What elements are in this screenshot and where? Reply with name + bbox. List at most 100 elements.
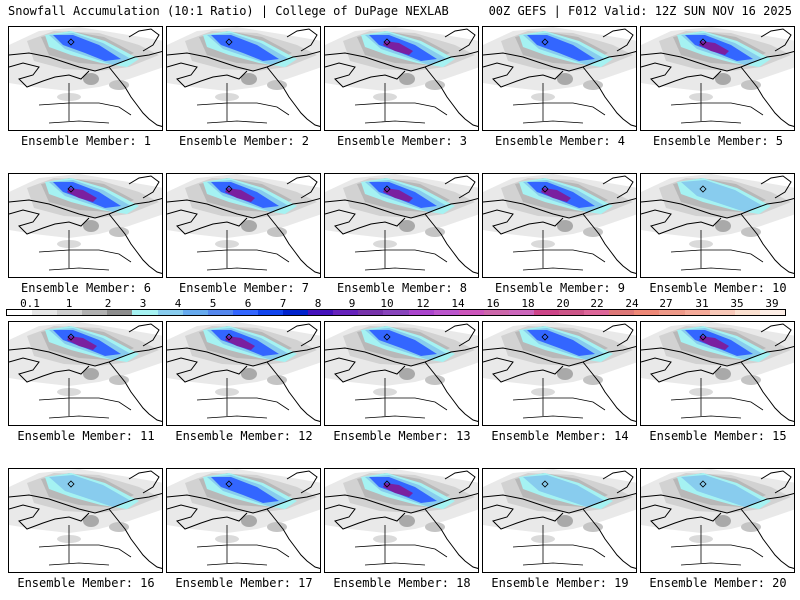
legend-swatch bbox=[458, 310, 484, 315]
legend-tick-label: 20 bbox=[556, 297, 570, 310]
legend-tick-label: 1 bbox=[65, 297, 73, 310]
legend-swatch bbox=[433, 310, 459, 315]
legend-swatch bbox=[32, 310, 58, 315]
ensemble-panel-4 bbox=[482, 26, 637, 131]
legend-swatch bbox=[709, 310, 735, 315]
legend-tick-label: 27 bbox=[659, 297, 673, 310]
legend-tick-label: 9 bbox=[348, 297, 356, 310]
legend-swatch bbox=[7, 310, 33, 315]
legend-swatch bbox=[358, 310, 384, 315]
snowfall-map bbox=[9, 174, 162, 274]
ensemble-member-label: Ensemble Member: 3 bbox=[336, 134, 468, 148]
ensemble-member-label: Ensemble Member: 5 bbox=[652, 134, 784, 148]
legend-swatch bbox=[257, 310, 284, 315]
ensemble-panel-10 bbox=[640, 173, 795, 278]
snowfall-map bbox=[641, 322, 794, 422]
legend-tick-label: 6 bbox=[244, 297, 252, 310]
ensemble-member-label: Ensemble Member: 1 bbox=[20, 134, 152, 148]
ensemble-panel-19 bbox=[482, 468, 637, 573]
legend-swatch bbox=[207, 310, 233, 315]
legend-swatch bbox=[584, 310, 610, 315]
legend-swatch bbox=[57, 310, 83, 315]
ensemble-member-label: Ensemble Member: 17 bbox=[175, 576, 313, 590]
snowfall-map bbox=[9, 469, 162, 569]
legend-tick-label: 4 bbox=[174, 297, 182, 310]
ensemble-panel-8 bbox=[324, 173, 479, 278]
snowfall-map bbox=[167, 322, 320, 422]
legend-tick-label: 24 bbox=[625, 297, 639, 310]
ensemble-panel-17 bbox=[166, 468, 321, 573]
legend-tick-label: 2 bbox=[104, 297, 112, 310]
legend-tick-label: 10 bbox=[380, 297, 394, 310]
legend-tick-label: 18 bbox=[521, 297, 535, 310]
ensemble-member-label: Ensemble Member: 11 bbox=[17, 429, 155, 443]
ensemble-panel-9 bbox=[482, 173, 637, 278]
ensemble-member-label: Ensemble Member: 13 bbox=[333, 429, 471, 443]
legend-swatch bbox=[408, 310, 434, 315]
ensemble-member-label: Ensemble Member: 20 bbox=[649, 576, 787, 590]
snowfall-map bbox=[167, 27, 320, 127]
legend-swatch bbox=[232, 310, 258, 315]
ensemble-member-label: Ensemble Member: 10 bbox=[649, 281, 787, 295]
ensemble-member-label: Ensemble Member: 2 bbox=[178, 134, 310, 148]
snowfall-map bbox=[641, 174, 794, 274]
snowfall-map bbox=[325, 27, 478, 127]
legend-swatch bbox=[609, 310, 635, 315]
legend-tick-label: 16 bbox=[486, 297, 500, 310]
ensemble-panel-3 bbox=[324, 26, 479, 131]
snowfall-map bbox=[325, 322, 478, 422]
snowfall-map bbox=[9, 322, 162, 422]
color-scale-legend: 0.1 1 2 3 4 5 6 7 8 9 10 12 14 16 18 20 22 24 27 31 35 39 bbox=[6, 298, 786, 318]
legend-swatch bbox=[559, 310, 585, 315]
legend-tick-label: 22 bbox=[590, 297, 604, 310]
legend-swatch bbox=[483, 310, 509, 315]
legend-tick-label: 8 bbox=[314, 297, 322, 310]
legend-tick-label: 31 bbox=[695, 297, 709, 310]
legend-swatch bbox=[132, 310, 158, 315]
legend-tick-label: 3 bbox=[139, 297, 147, 310]
ensemble-member-label: Ensemble Member: 18 bbox=[333, 576, 471, 590]
legend-swatch bbox=[333, 310, 359, 315]
snowfall-map bbox=[167, 174, 320, 274]
snowfall-map bbox=[483, 469, 636, 569]
legend-swatch bbox=[533, 310, 560, 315]
snowfall-map bbox=[325, 174, 478, 274]
legend-tick-label: 0.1 bbox=[20, 297, 40, 310]
snowfall-map bbox=[641, 27, 794, 127]
legend-tick-label: 14 bbox=[451, 297, 465, 310]
legend-swatch bbox=[283, 310, 309, 315]
legend-swatch bbox=[659, 310, 685, 315]
legend-swatch bbox=[157, 310, 183, 315]
ensemble-member-label: Ensemble Member: 12 bbox=[175, 429, 313, 443]
snowfall-map bbox=[641, 469, 794, 569]
ensemble-panel-7 bbox=[166, 173, 321, 278]
ensemble-panel-5 bbox=[640, 26, 795, 131]
legend-tick-label: 12 bbox=[416, 297, 430, 310]
legend-swatch bbox=[684, 310, 710, 315]
legend-tick-label: 7 bbox=[279, 297, 287, 310]
ensemble-panel-12 bbox=[166, 321, 321, 426]
ensemble-member-label: Ensemble Member: 9 bbox=[494, 281, 626, 295]
chart-title: Snowfall Accumulation (10:1 Ratio) | Col… bbox=[8, 4, 449, 18]
ensemble-panel-14 bbox=[482, 321, 637, 426]
legend-swatch bbox=[383, 310, 409, 315]
ensemble-panel-13 bbox=[324, 321, 479, 426]
snowfall-map bbox=[9, 27, 162, 127]
legend-tick-label: 5 bbox=[209, 297, 217, 310]
legend-swatch bbox=[107, 310, 133, 315]
legend-swatch bbox=[308, 310, 334, 315]
legend-tick-label: 39 bbox=[765, 297, 779, 310]
ensemble-member-label: Ensemble Member: 14 bbox=[491, 429, 629, 443]
ensemble-panel-11 bbox=[8, 321, 163, 426]
legend-swatch bbox=[734, 310, 760, 315]
ensemble-panel-2 bbox=[166, 26, 321, 131]
snowfall-map bbox=[483, 27, 636, 127]
ensemble-member-label: Ensemble Member: 16 bbox=[17, 576, 155, 590]
legend-swatch bbox=[634, 310, 660, 315]
run-valid-time: 00Z GEFS | F012 Valid: 12Z SUN NOV 16 20… bbox=[488, 4, 792, 18]
snowfall-map bbox=[483, 322, 636, 422]
ensemble-member-label: Ensemble Member: 7 bbox=[178, 281, 310, 295]
legend-tick-label: 35 bbox=[730, 297, 744, 310]
ensemble-member-label: Ensemble Member: 8 bbox=[336, 281, 468, 295]
legend-color-bar bbox=[6, 309, 786, 316]
